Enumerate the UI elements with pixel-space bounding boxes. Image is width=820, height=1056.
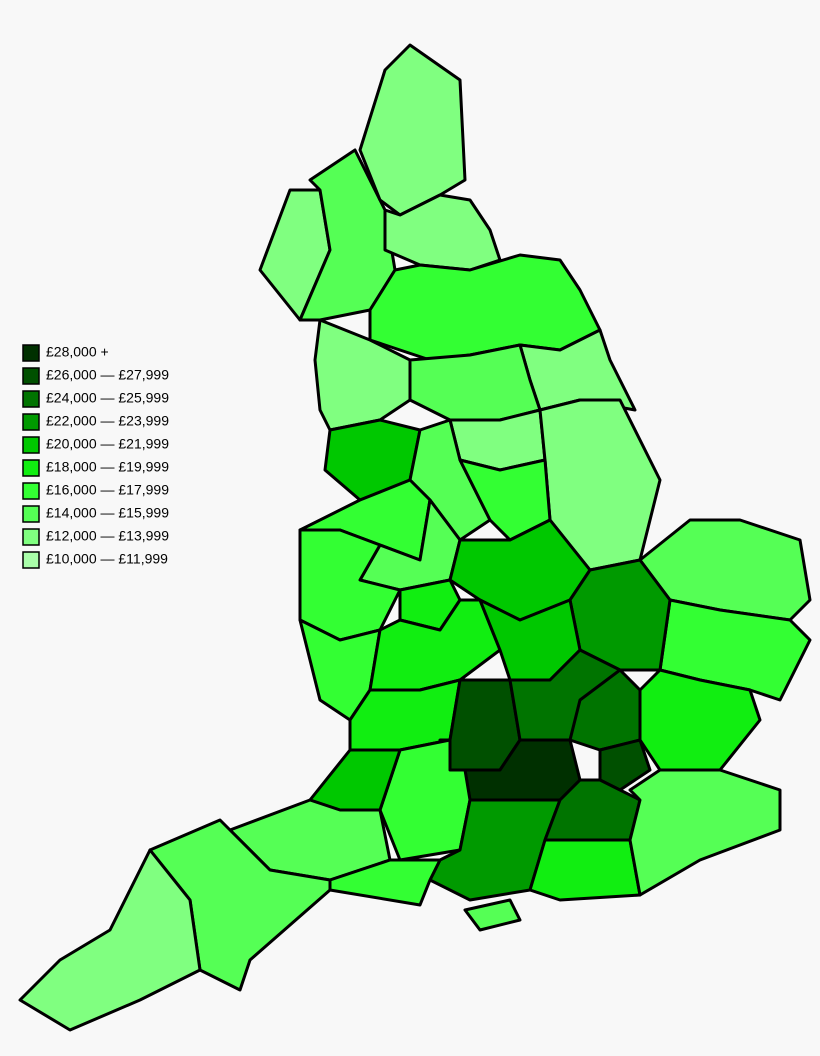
- legend-label: £14,000 — £15,999: [46, 505, 169, 521]
- legend-swatch: [22, 551, 40, 569]
- legend: £28,000 + £26,000 — £27,999 £24,000 — £25,…: [22, 344, 169, 569]
- legend-label: £10,000 — £11,999: [46, 551, 168, 567]
- region: [368, 253, 602, 362]
- region: [463, 898, 522, 932]
- legend-swatch: [22, 436, 40, 454]
- region: [298, 148, 397, 322]
- legend-label: £12,000 — £13,999: [46, 528, 169, 544]
- legend-label: £26,000 — £27,999: [46, 367, 169, 383]
- legend-label: £22,000 — £23,999: [46, 413, 169, 429]
- legend-swatch: [22, 390, 40, 408]
- legend-swatch: [22, 505, 40, 523]
- legend-label: £28,000 +: [46, 344, 109, 360]
- legend-swatch: [22, 413, 40, 431]
- region: [528, 838, 642, 902]
- region: [328, 858, 442, 907]
- legend-label: £20,000 — £21,999: [46, 436, 169, 452]
- legend-swatch: [22, 344, 40, 362]
- region: [18, 848, 202, 1032]
- legend-swatch: [22, 367, 40, 385]
- legend-swatch: [22, 528, 40, 546]
- region: [298, 528, 402, 642]
- legend-label: £16,000 — £17,999: [46, 482, 169, 498]
- region: [628, 768, 782, 897]
- legend-swatch: [22, 459, 40, 477]
- legend-label: £24,000 — £25,999: [46, 390, 169, 406]
- legend-swatch: [22, 482, 40, 500]
- region: [638, 668, 762, 772]
- legend-label: £18,000 — £19,999: [46, 459, 169, 475]
- region: [358, 43, 467, 217]
- regions: [18, 43, 812, 1032]
- region: [598, 738, 652, 792]
